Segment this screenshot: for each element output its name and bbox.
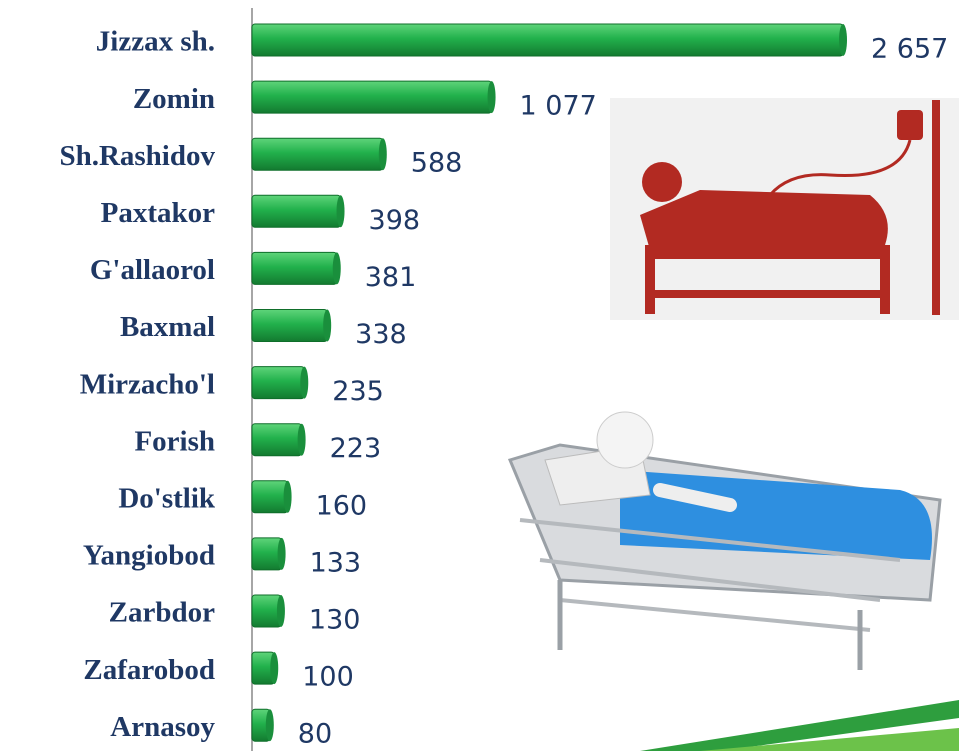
category-label: Zarbdor xyxy=(109,597,215,629)
bar xyxy=(251,309,328,342)
value-label: 100 xyxy=(302,662,354,693)
category-label: Do'stlik xyxy=(118,482,216,514)
value-label: 130 xyxy=(309,605,361,636)
bar-end xyxy=(283,480,292,513)
bar-end xyxy=(378,138,387,171)
bar xyxy=(251,80,493,114)
bar xyxy=(251,23,844,57)
value-label: 235 xyxy=(332,376,384,407)
bar xyxy=(251,423,303,457)
category-label: Yangiobod xyxy=(83,540,215,572)
bar-end xyxy=(276,595,285,627)
value-label: 223 xyxy=(330,433,382,464)
category-label: Mirzacho'l xyxy=(80,368,215,400)
value-label: 160 xyxy=(316,490,368,521)
bar xyxy=(251,480,289,514)
bar xyxy=(251,137,384,171)
decor-stripe xyxy=(640,700,959,751)
category-label: Zomin xyxy=(133,83,215,115)
decor-stripe xyxy=(700,728,959,751)
bar-end xyxy=(323,309,332,342)
bar-end xyxy=(839,24,847,56)
illustration-icon xyxy=(610,98,959,320)
value-label: 338 xyxy=(355,319,407,350)
bar-end xyxy=(300,366,309,399)
bar-end xyxy=(265,709,274,742)
value-label: 381 xyxy=(365,262,417,293)
category-label: G'allaorol xyxy=(90,254,215,286)
bar-end xyxy=(332,252,341,285)
category-label: Jizzax sh. xyxy=(96,26,215,58)
bar-end xyxy=(297,423,306,456)
value-label: 1 077 xyxy=(520,91,597,122)
category-label: Paxtakor xyxy=(101,197,216,229)
value-label: 588 xyxy=(411,148,463,179)
bar xyxy=(251,366,305,400)
value-label: 398 xyxy=(369,205,421,236)
category-label: Forish xyxy=(134,425,215,457)
bar xyxy=(251,594,282,628)
category-label: Baxmal xyxy=(120,311,215,343)
bar xyxy=(251,194,342,228)
bar xyxy=(251,251,338,285)
value-label: 133 xyxy=(310,547,362,578)
bar xyxy=(251,537,283,571)
category-label: Zafarobod xyxy=(83,654,215,686)
category-label: Sh.Rashidov xyxy=(59,140,215,172)
bar-end xyxy=(277,537,286,570)
value-label: 80 xyxy=(298,719,332,750)
bar-end xyxy=(270,652,279,685)
category-label: Arnasoy xyxy=(110,711,215,743)
illustration-bed xyxy=(507,411,942,670)
bar-end xyxy=(487,81,496,114)
bar-end xyxy=(336,195,345,228)
value-label: 2 657 xyxy=(871,34,948,65)
